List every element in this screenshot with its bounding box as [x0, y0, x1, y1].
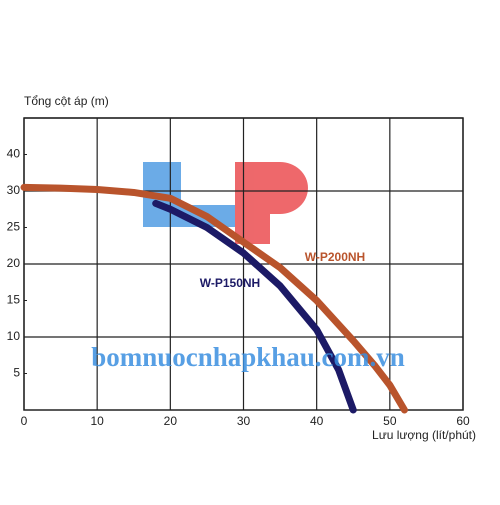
- y-tick-label: 20: [7, 256, 21, 270]
- chart-background: [0, 82, 500, 450]
- y-tick-label: 10: [7, 329, 21, 343]
- x-tick-label: 20: [164, 414, 178, 428]
- y-tick-label: 15: [7, 293, 21, 307]
- y-tick-label: 25: [7, 220, 21, 234]
- series-line: [20, 183, 408, 414]
- series-label: W-P200NH: [305, 250, 365, 264]
- y-axis-label: Tổng cột áp (m): [24, 94, 109, 108]
- y-tick-label: 30: [7, 183, 21, 197]
- x-tick-label: 40: [310, 414, 324, 428]
- x-tick-label: 60: [456, 414, 470, 428]
- x-tick-label: 30: [237, 414, 251, 428]
- watermark: bomnuocnhapkhau.com.vn: [91, 342, 405, 372]
- series-label: W-P150NH: [200, 276, 260, 290]
- x-tick-label: 0: [21, 414, 28, 428]
- series-line: [152, 199, 357, 414]
- y-tick-label: 40: [7, 147, 21, 161]
- x-tick-label: 50: [383, 414, 397, 428]
- x-tick-label: 10: [90, 414, 104, 428]
- y-tick-label: 5: [13, 366, 20, 380]
- x-axis-label: Lưu lượng (lít/phút): [372, 428, 476, 442]
